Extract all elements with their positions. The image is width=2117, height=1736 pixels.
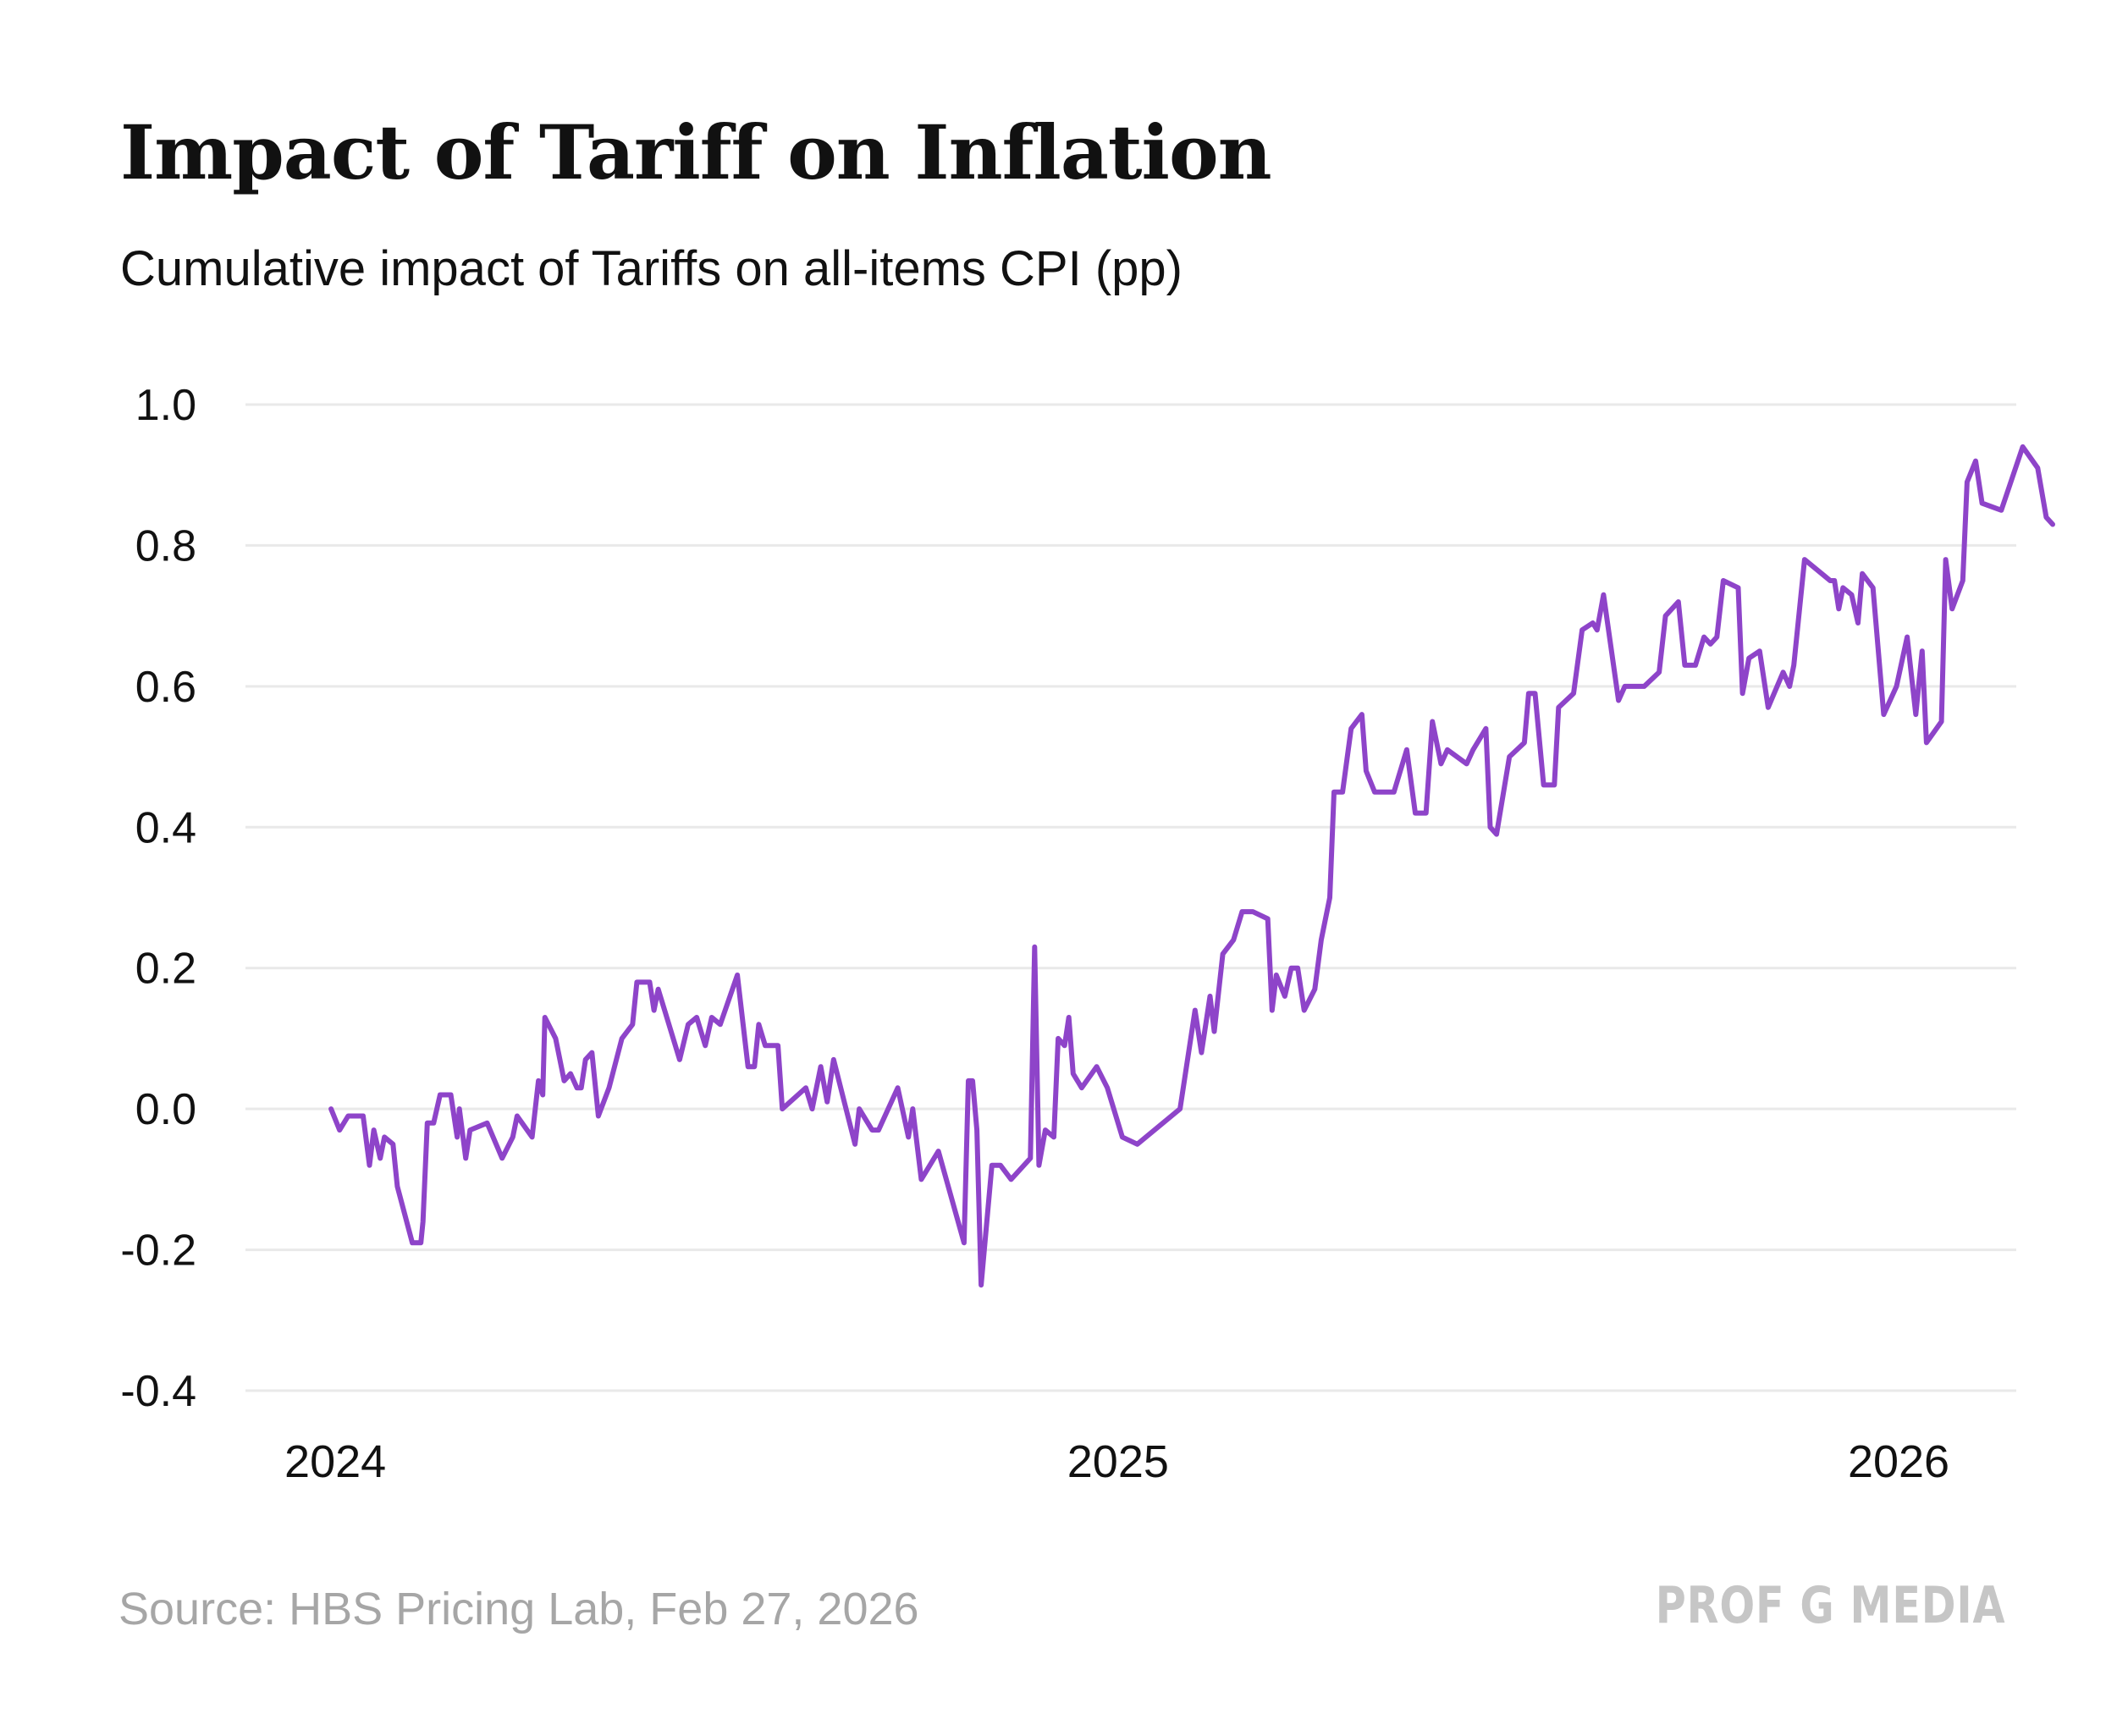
chart-title: Impact of Tariff on Inflation — [120, 108, 1272, 196]
x-tick-label: 2025 — [1067, 1436, 1169, 1487]
gridlines — [245, 403, 2016, 1392]
x-axis-ticks: 2024 2025 2026 — [284, 1436, 1949, 1487]
chart-subtitle: Cumulative impact of Tariffs on all-item… — [120, 241, 1183, 296]
y-tick-label: 0.4 — [135, 803, 196, 852]
y-tick-label: 0.2 — [135, 945, 196, 994]
y-tick-label: -0.2 — [120, 1226, 196, 1276]
brand-logo: PROF G MEDIA — [1655, 1576, 2005, 1635]
y-tick-label: 0.8 — [135, 521, 196, 570]
series-line — [328, 444, 2055, 1288]
series-layer — [328, 444, 2055, 1288]
y-tick-label: 1.0 — [135, 381, 196, 430]
y-tick-label: 0.0 — [135, 1085, 196, 1134]
y-tick-label: -0.4 — [120, 1367, 196, 1416]
x-tick-label: 2024 — [284, 1436, 386, 1487]
y-tick-label: 0.6 — [135, 663, 196, 712]
y-axis-ticks: 1.0 0.8 0.6 0.4 0.2 0.0 -0.2 -0.4 — [120, 381, 196, 1416]
x-tick-label: 2026 — [1848, 1436, 1949, 1487]
source-note: Source: HBS Pricing Lab, Feb 27, 2026 — [119, 1584, 919, 1634]
